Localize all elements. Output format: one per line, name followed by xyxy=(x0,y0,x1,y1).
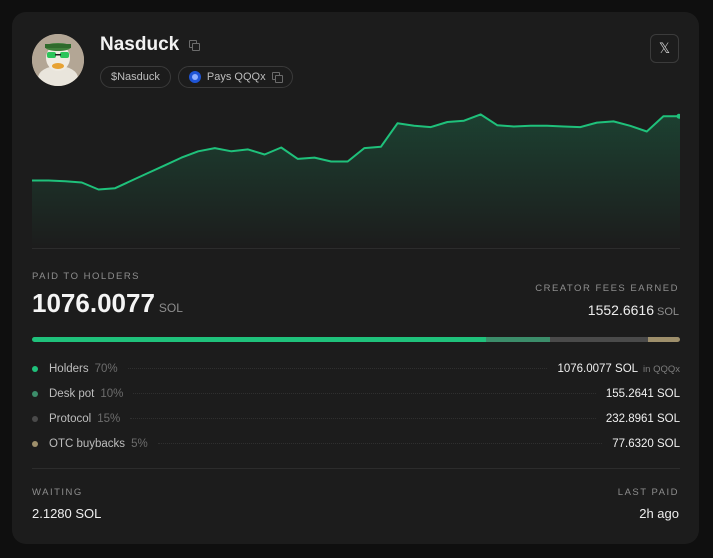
row-leader xyxy=(127,368,548,369)
distribution-label: OTC buybacks xyxy=(49,437,126,450)
legend-dot-icon xyxy=(32,440,38,447)
distribution-percent: 70% xyxy=(94,362,118,375)
distribution-segment xyxy=(32,337,486,342)
distribution-list: Holders 70% 1076.0077 SOL in QQQx Desk pot 10… xyxy=(32,356,680,456)
ticker-pill[interactable]: $Nasduck xyxy=(100,66,171,88)
token-name: Nasduck xyxy=(100,34,180,55)
distribution-bar xyxy=(32,337,680,342)
distribution-label: Protocol xyxy=(49,412,92,425)
divider xyxy=(32,248,680,249)
fees-amount: 1552.6616 xyxy=(587,302,654,318)
duck-avatar xyxy=(32,34,84,86)
paid-amount: 1076.0077 xyxy=(32,288,155,318)
row-leader xyxy=(133,393,596,394)
fees-label: CREATOR FEES EARNED xyxy=(535,283,679,294)
distribution-row: Holders 70% 1076.0077 SOL in QQQx xyxy=(32,356,680,381)
row-leader xyxy=(130,418,596,419)
pays-pill[interactable]: Pays QQQx xyxy=(177,66,293,88)
copy-icon[interactable] xyxy=(271,72,283,83)
last-paid-value: 2h ago xyxy=(639,506,679,521)
paid-label: PAID TO HOLDERS xyxy=(32,271,141,282)
last-paid-label: LAST PAID xyxy=(617,487,679,498)
distribution-label: Holders xyxy=(49,362,89,375)
distribution-row: Desk pot 10% 155.2641 SOL xyxy=(32,381,680,406)
waiting-value: 2.1280 SOL xyxy=(32,506,102,521)
distribution-value: 1076.0077 SOL in QQQx xyxy=(557,362,680,375)
distribution-percent: 10% xyxy=(100,387,124,400)
distribution-segment xyxy=(550,337,648,342)
distribution-percent: 15% xyxy=(97,412,121,425)
fees-unit: SOL xyxy=(656,306,679,318)
legend-dot-icon xyxy=(32,365,38,372)
token-card: Nasduck $Nasduck Pays QQQx 𝕏 PAID TO HOL… xyxy=(12,12,699,544)
distribution-value: 77.6320 SOL xyxy=(612,437,680,450)
paid-unit: SOL xyxy=(158,301,183,315)
copy-icon[interactable] xyxy=(189,40,201,51)
chart-line xyxy=(32,113,680,191)
distribution-row: OTC buybacks 5% 77.6320 SOL xyxy=(32,431,680,456)
chart-end-dot xyxy=(676,113,680,119)
waiting-label: WAITING xyxy=(32,487,83,498)
x-glyph: 𝕏 xyxy=(658,40,671,56)
row-leader xyxy=(157,443,603,444)
distribution-segment xyxy=(647,337,680,342)
chart-area xyxy=(32,114,680,248)
fees-value: 1552.6616 SOL xyxy=(588,302,679,318)
distribution-label: Desk pot xyxy=(49,387,95,400)
price-chart xyxy=(32,113,680,248)
distribution-segment xyxy=(485,337,551,342)
distribution-row: Protocol 15% 232.8961 SOL xyxy=(32,406,680,431)
distribution-value: 232.8961 SOL xyxy=(605,412,680,425)
distribution-note: in QQQx xyxy=(643,363,680,375)
legend-dot-icon xyxy=(32,390,38,397)
qqqx-logo-icon xyxy=(188,71,201,83)
x-logo-icon[interactable]: 𝕏 xyxy=(650,34,679,63)
distribution-percent: 5% xyxy=(131,437,148,450)
pays-label: Pays QQQx xyxy=(206,71,266,83)
paid-value: 1076.0077 SOL xyxy=(32,288,183,319)
distribution-value: 155.2641 SOL xyxy=(605,387,680,400)
legend-dot-icon xyxy=(32,415,38,422)
divider xyxy=(32,468,680,469)
ticker-label: $Nasduck xyxy=(111,71,160,83)
